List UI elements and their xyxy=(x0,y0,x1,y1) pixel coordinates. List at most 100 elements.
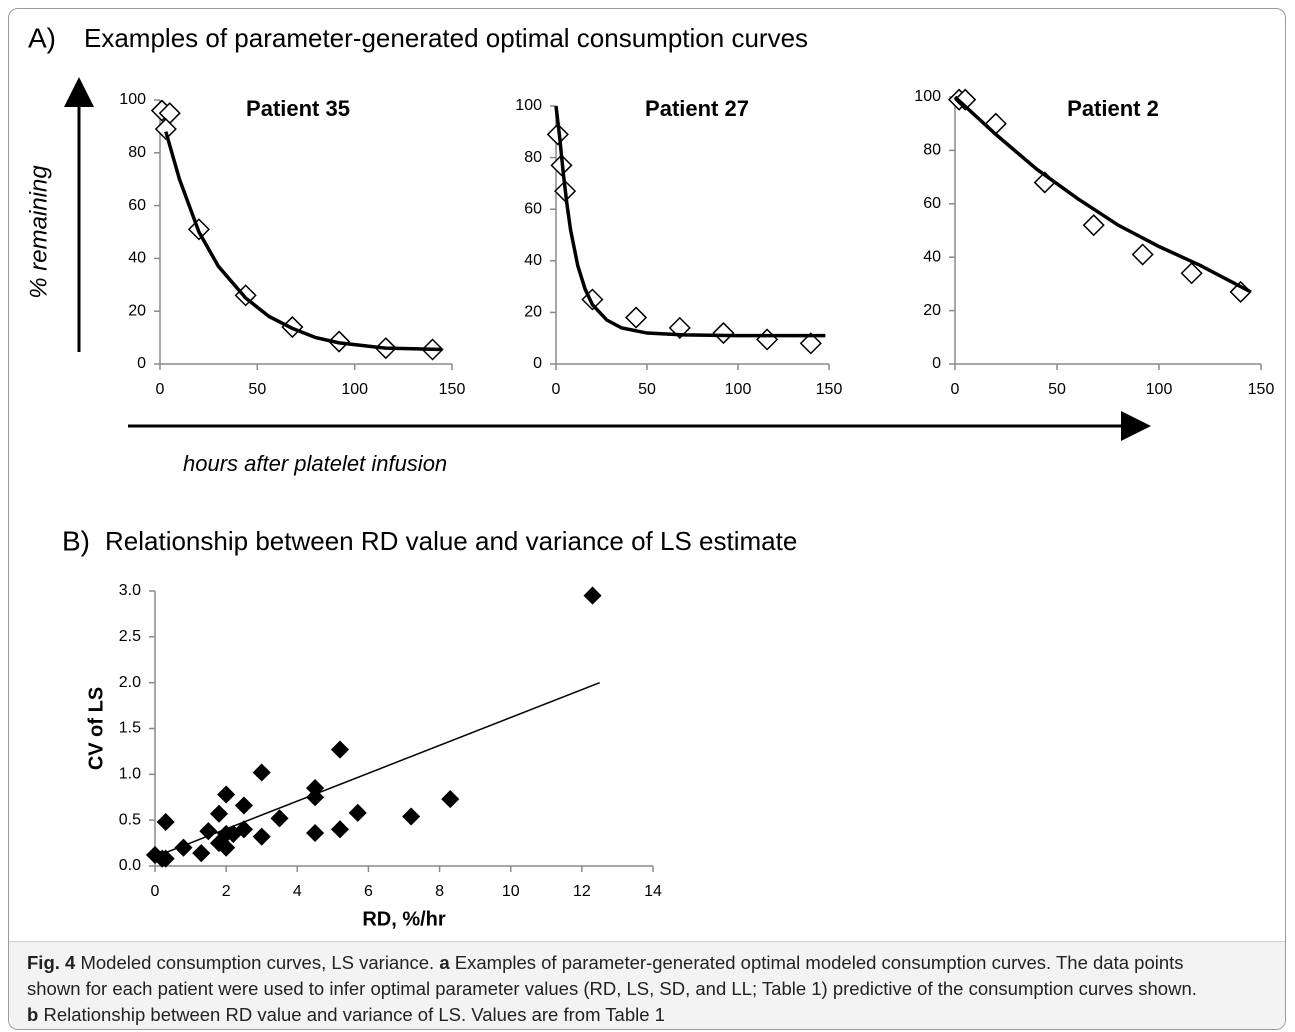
x-tick-label: 6 xyxy=(364,883,373,900)
data-point xyxy=(756,328,779,351)
data-point xyxy=(199,822,218,841)
fit-line xyxy=(554,105,826,338)
x-tick-label: 100 xyxy=(341,381,368,398)
caption-text: Relationship between RD value and varian… xyxy=(43,1004,665,1025)
y-tick-label: 0 xyxy=(137,355,146,372)
data-point xyxy=(625,306,648,329)
y-axis-label: CV of LS xyxy=(85,687,107,770)
data-point xyxy=(234,820,253,839)
data-point xyxy=(154,117,177,141)
x-tick-label: 50 xyxy=(638,381,656,398)
y-tick-label: 80 xyxy=(128,144,146,161)
x-tick-label: 14 xyxy=(644,883,662,900)
data-point xyxy=(954,88,977,111)
x-tick-label: 4 xyxy=(293,883,302,900)
fit-line xyxy=(164,131,443,352)
data-point xyxy=(217,785,236,804)
y-tick-label: 60 xyxy=(923,195,941,212)
x-tick-label: 100 xyxy=(1146,381,1173,398)
x-tick-label: 50 xyxy=(248,381,266,398)
y-tick-label: 60 xyxy=(524,200,542,217)
data-point xyxy=(799,332,822,355)
caption-line: shown for each patient were used to infe… xyxy=(27,976,1197,1002)
caption: Fig. 4 Modeled consumption curves, LS va… xyxy=(27,950,1197,1028)
y-tick-label: 0.5 xyxy=(119,811,141,828)
data-point xyxy=(306,823,325,843)
data-point xyxy=(712,321,735,345)
data-point xyxy=(583,586,602,605)
y-tick-label: 80 xyxy=(524,149,542,166)
y-tick-label: 2.0 xyxy=(119,674,141,691)
y-tick-label: 0.0 xyxy=(119,857,141,874)
fit-line xyxy=(953,95,1252,294)
y-tick-label: 100 xyxy=(914,88,941,105)
caption-text: a xyxy=(439,952,450,973)
data-point xyxy=(252,763,271,782)
x-tick-label: 150 xyxy=(816,381,843,398)
caption-text: Examples of parameter-generated optimal … xyxy=(454,952,1184,973)
y-tick-label: 80 xyxy=(923,142,941,159)
y-tick-label: 100 xyxy=(515,97,542,114)
data-point xyxy=(330,740,350,759)
caption-line: b Relationship between RD value and vari… xyxy=(27,1002,1197,1028)
chart-title: Patient 35 xyxy=(246,96,350,121)
data-point xyxy=(1131,243,1154,266)
y-tick-label: 60 xyxy=(128,197,146,214)
y-tick-label: 2.5 xyxy=(119,628,141,645)
data-point xyxy=(252,827,271,846)
data-point xyxy=(984,112,1007,135)
caption-text: Fig. 4 xyxy=(27,952,76,973)
x-tick-label: 0 xyxy=(552,381,561,398)
data-point xyxy=(1082,214,1105,237)
x-tick-label: 100 xyxy=(725,381,752,398)
data-point xyxy=(156,812,175,832)
caption-box: Fig. 4 Modeled consumption curves, LS va… xyxy=(9,941,1285,1029)
data-point xyxy=(330,820,350,839)
caption-text: Modeled consumption curves, LS variance. xyxy=(80,952,435,973)
figure-frame: Fig. 4 Modeled consumption curves, LS va… xyxy=(8,8,1286,1030)
x-axis-label: RD, %/hr xyxy=(362,908,446,930)
y-tick-label: 1.5 xyxy=(119,720,141,737)
panel-label: A) xyxy=(28,22,56,53)
chart-title: Patient 27 xyxy=(645,96,749,121)
data-point xyxy=(217,838,236,857)
x-tick-label: 0 xyxy=(156,381,165,398)
x-tick-label: 0 xyxy=(151,883,160,900)
data-point xyxy=(348,803,367,822)
y-tick-label: 40 xyxy=(524,252,542,269)
x-tick-label: 150 xyxy=(1248,381,1275,398)
data-point xyxy=(402,807,421,826)
caption-line: Fig. 4 Modeled consumption curves, LS va… xyxy=(27,950,1197,976)
y-tick-label: 0 xyxy=(533,355,542,372)
data-point xyxy=(234,796,253,815)
x-tick-label: 12 xyxy=(573,883,591,900)
x-tick-label: 50 xyxy=(1048,381,1066,398)
x-tick-label: 150 xyxy=(439,381,466,398)
chart: A) Examples of parameter-generated optim… xyxy=(25,22,1275,930)
y-tick-label: 1.0 xyxy=(119,766,141,783)
data-point xyxy=(441,790,460,809)
x-tick-label: 10 xyxy=(502,883,520,900)
x-tick-label: 8 xyxy=(435,883,444,900)
data-point xyxy=(192,844,211,863)
y-tick-label: 3.0 xyxy=(119,582,141,599)
y-tick-label: 40 xyxy=(128,250,146,267)
panel-label: B) xyxy=(62,525,90,556)
y-axis-label: % remaining xyxy=(25,165,52,299)
x-axis-label: hours after platelet infusion xyxy=(183,451,447,476)
chart-title: Patient 2 xyxy=(1067,96,1159,121)
y-tick-label: 20 xyxy=(923,302,941,319)
x-tick-label: 2 xyxy=(222,883,231,900)
caption-text: b xyxy=(27,1004,39,1025)
data-point xyxy=(270,809,289,828)
x-tick-label: 0 xyxy=(951,381,960,398)
y-tick-label: 0 xyxy=(932,355,941,372)
y-tick-label: 40 xyxy=(923,248,941,265)
caption-text: shown for each patient were used to infe… xyxy=(27,978,1197,999)
data-point xyxy=(209,804,229,823)
y-tick-label: 20 xyxy=(524,304,542,321)
y-tick-label: 100 xyxy=(119,91,146,108)
panel-title: Relationship between RD value and varian… xyxy=(105,526,797,556)
y-tick-label: 20 xyxy=(128,302,146,319)
